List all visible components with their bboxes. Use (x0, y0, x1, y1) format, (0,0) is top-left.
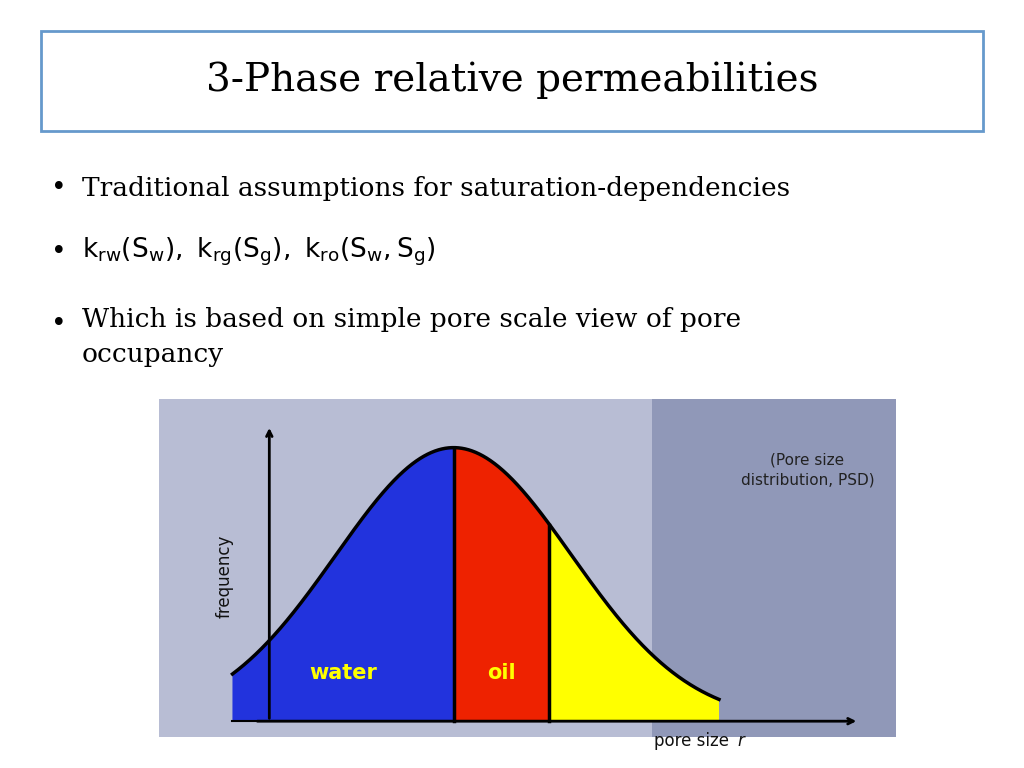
Text: Which is based on simple pore scale view of pore: Which is based on simple pore scale view… (82, 307, 741, 333)
Text: $\mathrm{k_{rw}(S_w),\ k_{rg}(S_g),\ k_{ro}(S_w,S_g)}$: $\mathrm{k_{rw}(S_w),\ k_{rg}(S_g),\ k_{… (82, 236, 435, 268)
Text: pore size: pore size (653, 733, 734, 750)
Text: r: r (737, 733, 744, 750)
Text: •: • (51, 239, 67, 265)
Text: oil: oil (487, 663, 516, 683)
Text: gas: gas (613, 663, 655, 683)
Bar (719, 399, 896, 737)
Text: •: • (51, 311, 67, 337)
Text: 3-Phase relative permeabilities: 3-Phase relative permeabilities (206, 62, 818, 99)
FancyBboxPatch shape (41, 31, 983, 131)
Polygon shape (454, 448, 550, 721)
Bar (159, 399, 896, 737)
Text: occupancy: occupancy (82, 342, 224, 367)
Text: water: water (309, 663, 377, 683)
Bar (652, 399, 896, 737)
Text: Traditional assumptions for saturation-dependencies: Traditional assumptions for saturation-d… (82, 176, 791, 200)
Text: •: • (51, 175, 67, 201)
Text: (Pore size
distribution, PSD): (Pore size distribution, PSD) (740, 453, 874, 488)
Polygon shape (232, 448, 454, 721)
Polygon shape (550, 525, 719, 721)
Text: frequency: frequency (216, 535, 234, 618)
